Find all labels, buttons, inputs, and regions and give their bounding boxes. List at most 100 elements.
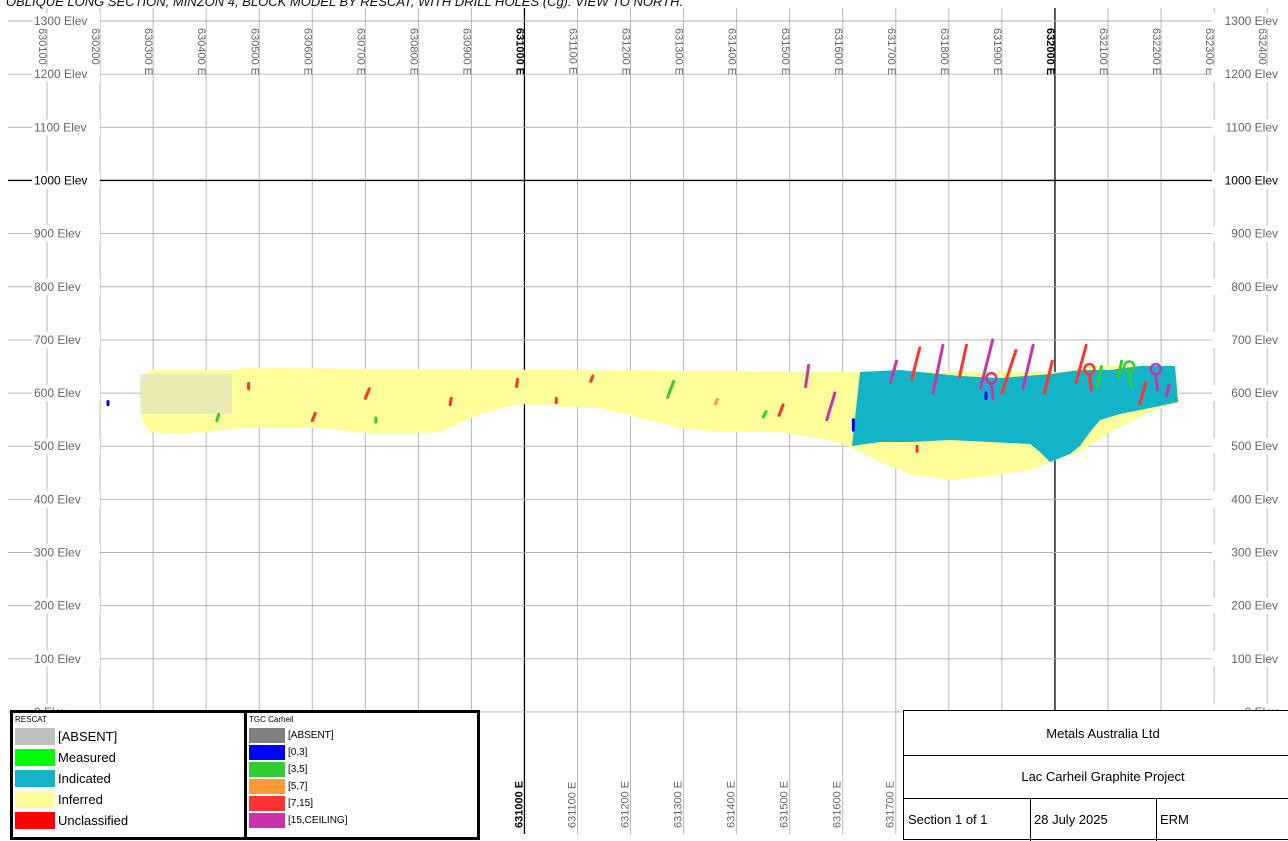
elevation-label-bg (32, 225, 100, 242)
legend-label: Unclassified (58, 813, 129, 828)
elevation-label-bg (32, 172, 100, 189)
elevation-label: 1100 Elev (1226, 120, 1278, 134)
drill-trace[interactable] (1042, 359, 1054, 395)
drill-trace[interactable] (1087, 373, 1093, 392)
legend-label: [3,5] (288, 764, 308, 775)
legend-label: [ABSENT] (288, 730, 334, 741)
legend-item: [ABSENT] (15, 727, 117, 746)
legend-swatch (15, 791, 55, 808)
legend-swatch (249, 728, 285, 743)
easting-label: 630400 E (195, 28, 207, 75)
easting-label: 631200 E (620, 28, 632, 75)
easting-label: 631600 E (832, 28, 844, 75)
easting-label: 631100 E (567, 28, 579, 74)
company-name: Metals Australia Ltd (1046, 725, 1160, 741)
elevation-label: 900 Elev (34, 227, 81, 241)
section-date: 28 July 2025 (1030, 798, 1157, 841)
elevation-label-bg (1212, 66, 1280, 83)
legend-label: [7,15] (288, 798, 314, 809)
drill-trace[interactable] (666, 379, 676, 399)
legend-label: [ABSENT] (58, 729, 118, 744)
elevation-label-bg (32, 13, 100, 29)
elevation-label-bg (32, 66, 100, 83)
easting-label: 630600 E (301, 28, 313, 75)
legend-label: Inferred (58, 792, 103, 807)
legend-item: Inferred (15, 790, 103, 809)
legend-swatch (249, 796, 285, 811)
drill-trace[interactable] (1095, 364, 1103, 390)
axis-labels: 630100 E 630200 E 630300 E 630400 E 630500 E… (32, 13, 1280, 828)
easting-label-bottom: 631300 E (673, 781, 685, 828)
drill-trace[interactable] (1117, 359, 1124, 379)
tgc-legend-heading: TGC Carheil (249, 715, 294, 724)
drill-trace[interactable] (215, 412, 221, 423)
elevation-label: 100 Elev (1231, 652, 1278, 666)
elevation-label: 300 Elev (1231, 546, 1278, 560)
drill-holes (106, 338, 1171, 454)
drill-trace[interactable] (310, 411, 317, 423)
drill-trace[interactable] (910, 346, 922, 382)
easting-label: 632100 E (1097, 28, 1109, 75)
elevation-label: 1300 Elev (34, 14, 87, 28)
elevation-label-bg (32, 331, 100, 348)
legend-item: Measured (15, 748, 116, 767)
project-row: Lac Carheil Graphite Project (904, 755, 1288, 799)
drill-trace[interactable] (761, 410, 768, 419)
drill-trace[interactable] (1074, 343, 1088, 384)
drill-trace[interactable] (1000, 349, 1018, 395)
drill-trace[interactable] (777, 403, 785, 417)
easting-label: 630200 E (89, 28, 101, 75)
easting-label: 631000 E (514, 28, 526, 75)
easting-label-bottom: 631600 E (832, 781, 844, 828)
elevation-label-bg (1212, 331, 1280, 348)
easting-label-bottom: 631000 E (513, 781, 525, 828)
drill-trace[interactable] (448, 396, 453, 407)
drill-trace[interactable] (1154, 373, 1160, 392)
elevation-label-bg (1212, 225, 1280, 242)
drill-trace[interactable] (713, 397, 719, 406)
drill-trace[interactable] (957, 343, 968, 379)
easting-label-bottom: 631700 E (885, 781, 897, 828)
easting-label: 631700 E (885, 28, 897, 75)
rescat-legend-heading: RESCAT (15, 715, 47, 724)
easting-label: 631900 E (991, 28, 1003, 75)
drill-trace[interactable] (1138, 380, 1148, 406)
drill-trace[interactable] (989, 382, 995, 401)
drill-trace[interactable] (589, 374, 595, 383)
company-row: Metals Australia Ltd (904, 711, 1288, 756)
drill-trace[interactable] (1164, 383, 1171, 398)
rescat-legend: RESCAT [ABSENT] Measured Indicated Inferred… (10, 710, 246, 840)
elevation-label-bg (32, 491, 100, 508)
legend-swatch (249, 779, 285, 794)
elevation-label: 800 Elev (1231, 280, 1278, 294)
drill-trace[interactable] (1021, 343, 1035, 390)
drill-trace[interactable] (363, 387, 371, 400)
drill-trace[interactable] (888, 359, 898, 384)
info-row: Section 1 of 1 28 July 2025 ERM (904, 798, 1288, 841)
legend-swatch (15, 728, 55, 745)
elevation-label: 1200 Elev (34, 67, 87, 81)
easting-label: 631400 E (726, 28, 738, 75)
absent-blocks (140, 374, 232, 414)
easting-label: 630700 E (354, 28, 366, 75)
section-number: Section 1 of 1 (904, 798, 1031, 841)
project-name: Lac Carheil Graphite Project (1021, 769, 1185, 784)
easting-label-bottom: 631400 E (726, 781, 738, 828)
drill-trace[interactable] (804, 363, 811, 389)
drill-trace[interactable] (514, 377, 519, 389)
drill-trace[interactable] (979, 338, 995, 390)
elevation-label: 300 Elev (34, 546, 81, 560)
easting-label: 631300 E (673, 28, 685, 75)
easting-label: 630300 E (142, 28, 154, 75)
drill-trace[interactable] (825, 391, 837, 422)
legend-swatch (249, 762, 285, 777)
elevation-label: 500 Elev (1231, 439, 1278, 453)
easting-label: 632000 E (1044, 28, 1056, 75)
elevation-label-bg (32, 544, 100, 561)
easting-label: 630500 E (248, 28, 260, 75)
legend-item: [0,3] (249, 743, 307, 762)
elevation-label-bg (1212, 13, 1280, 29)
drill-trace[interactable] (1127, 371, 1133, 389)
drill-trace[interactable] (931, 343, 945, 395)
